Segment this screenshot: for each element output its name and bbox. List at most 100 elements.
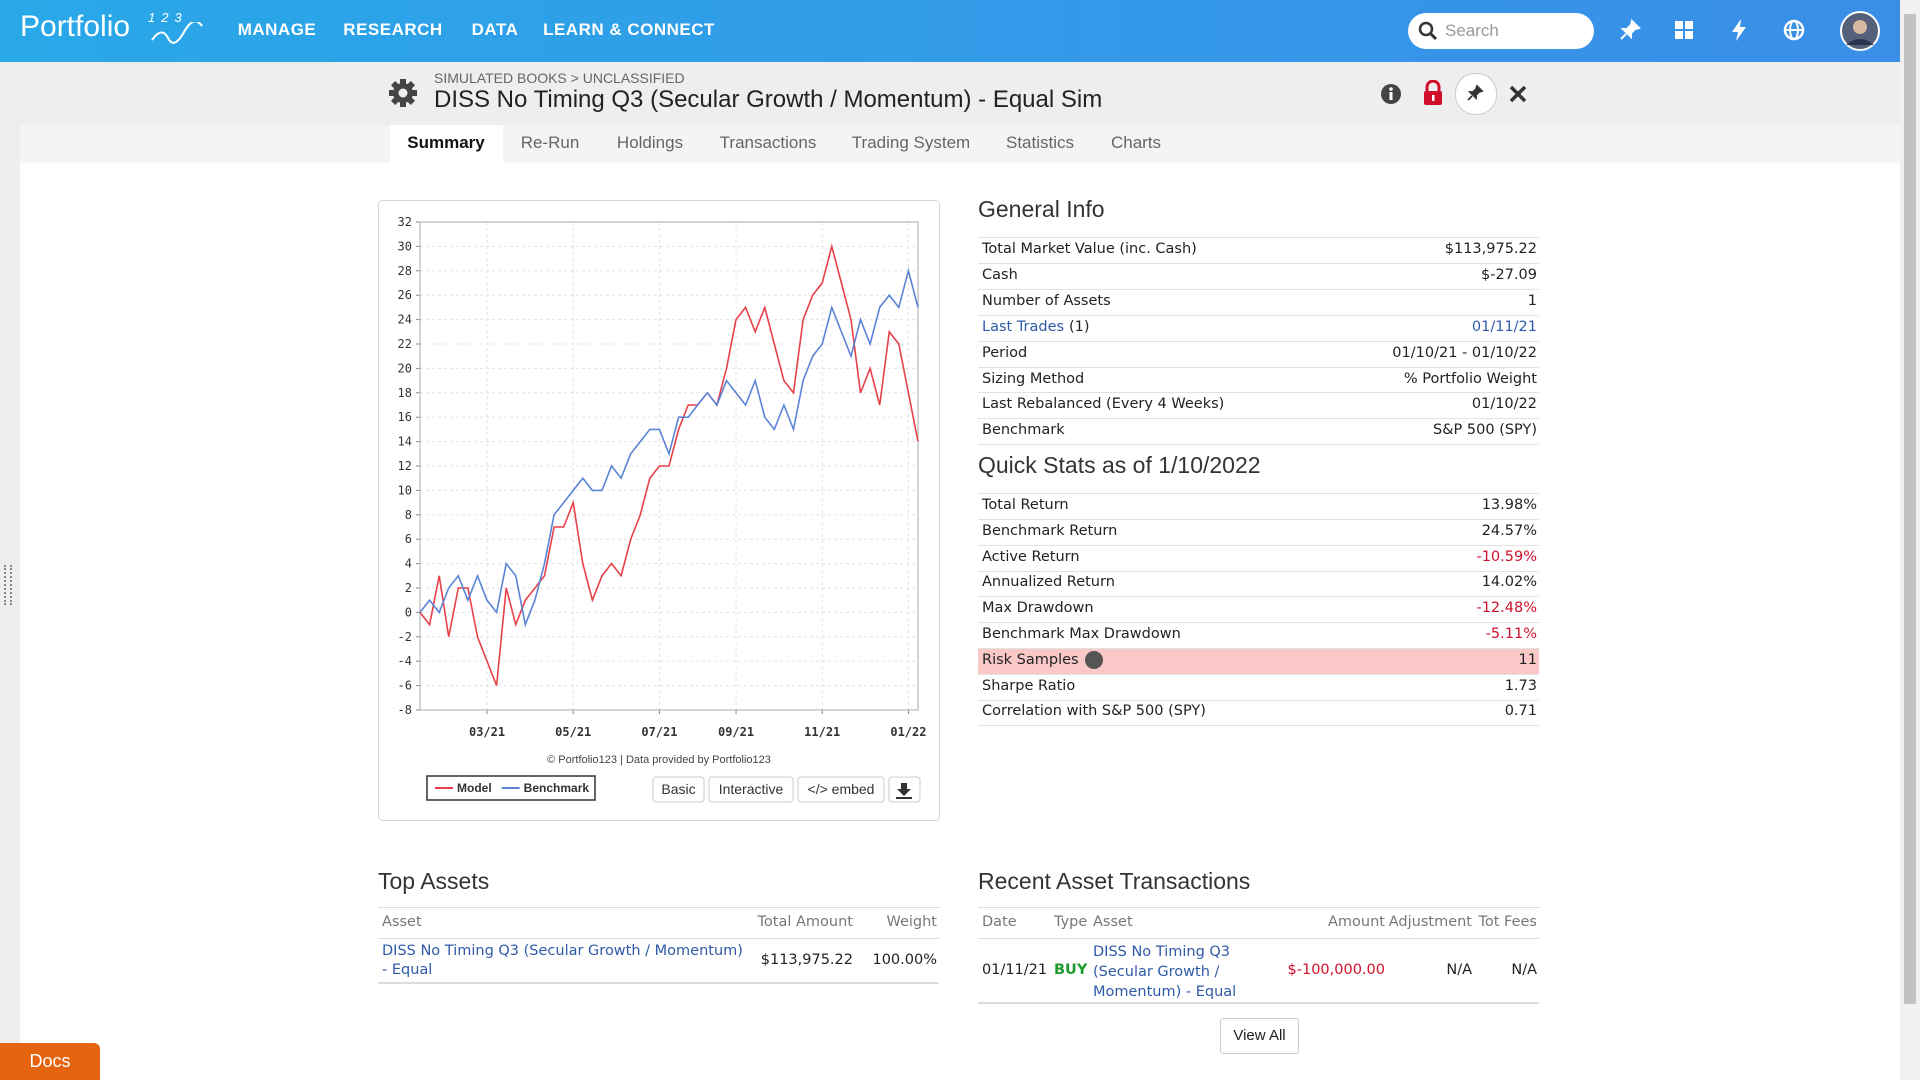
lock-icon[interactable] <box>1422 80 1444 106</box>
y-tick-label: 6 <box>405 532 412 546</box>
tab[interactable]: Charts <box>1110 133 1162 152</box>
chart-button-label[interactable]: Basic <box>661 781 695 797</box>
settings-icon[interactable] <box>388 78 418 108</box>
table-row <box>978 340 1539 367</box>
row-label: Benchmark Max Drawdown <box>982 626 1181 642</box>
close-icon[interactable] <box>1509 85 1527 103</box>
table-row <box>978 392 1539 418</box>
tab[interactable]: Re-Run <box>520 133 580 152</box>
table-row <box>978 237 1539 263</box>
row-value: 1 <box>1527 292 1537 309</box>
table-cell: N/A <box>1511 962 1537 978</box>
y-tick-label: -4 <box>398 654 412 668</box>
table-cell: 100.00% <box>872 952 937 968</box>
table-row <box>978 570 1539 597</box>
tab[interactable]: Summary <box>407 133 485 152</box>
row-label: Benchmark Return <box>982 522 1118 539</box>
chart-button[interactable] <box>797 776 885 803</box>
download-icon <box>896 783 912 799</box>
row-value: 11 <box>1518 651 1537 668</box>
breadcrumb[interactable]: SIMULATED BOOKS > UNCLASSIFIED <box>434 70 685 86</box>
asset-link[interactable]: DISS No Timing Q3 (Secular Growth / Mome… <box>382 943 743 978</box>
table-cell: 01/11/21 <box>982 962 1048 978</box>
y-tick-label: 22 <box>398 337 412 351</box>
table-row <box>978 673 1539 700</box>
table-cell: $113,975.22 <box>760 952 853 968</box>
avatar[interactable] <box>1840 11 1880 51</box>
tab[interactable]: Statistics <box>1005 133 1075 152</box>
chart-button[interactable] <box>652 776 705 803</box>
info-icon[interactable] <box>1085 650 1103 669</box>
row-label[interactable]: Last Trades <box>982 318 1065 335</box>
tab[interactable]: Trading System <box>851 133 971 152</box>
table-rule <box>978 444 1539 446</box>
x-tick-label: 01/22 <box>890 725 926 739</box>
y-tick-label: 8 <box>405 508 412 522</box>
legend-label[interactable]: Model <box>457 781 492 795</box>
row-value: 24.57% <box>1481 522 1537 539</box>
apps-icon[interactable] <box>1674 20 1694 40</box>
table-row <box>978 622 1539 648</box>
table-header: Adjustment <box>1388 914 1472 930</box>
x-tick-label: 05/21 <box>555 725 591 739</box>
side-handle[interactable] <box>4 565 12 605</box>
row-value: 01/10/21 - 01/10/22 <box>1392 344 1537 361</box>
docs-button[interactable]: Docs <box>0 1043 100 1080</box>
nav-item[interactable]: MANAGE <box>237 20 317 39</box>
chart: -8-6-4-20246810121416182022242628303203/… <box>378 200 940 821</box>
table-rule <box>978 725 1539 727</box>
globe-icon[interactable] <box>1783 19 1805 41</box>
chart-button-label[interactable]: Interactive <box>719 781 784 797</box>
legend-label[interactable]: Benchmark <box>524 781 590 795</box>
search-placeholder[interactable]: Search <box>1445 21 1499 40</box>
table-header: Weight <box>886 914 937 930</box>
asset-link[interactable]: DISS No Timing Q3 (Secular Growth / Mome… <box>1093 944 1237 1000</box>
table-rule <box>978 938 1539 939</box>
row-value: S&P 500 (SPY) <box>1433 422 1537 439</box>
pin-button-icon <box>1467 84 1484 101</box>
page-title: DISS No Timing Q3 (Secular Growth / Mome… <box>434 86 1103 113</box>
scrollbar-thumb[interactable] <box>1904 14 1916 1004</box>
search-box[interactable] <box>1408 13 1594 49</box>
row-value[interactable]: 01/11/21 <box>1471 318 1537 335</box>
y-tick-label: 28 <box>398 264 412 278</box>
info-icon[interactable] <box>1380 83 1402 105</box>
pin-button[interactable] <box>1455 73 1497 115</box>
bolt-icon[interactable] <box>1730 18 1748 42</box>
view-all-button[interactable]: View All <box>1220 1018 1299 1054</box>
row-label: Number of Assets <box>982 292 1111 309</box>
table-row <box>978 288 1539 315</box>
pin-icon[interactable] <box>1618 18 1642 42</box>
brand-sup: 123 <box>148 10 188 25</box>
nav-item[interactable]: DATA <box>471 20 519 39</box>
row-value: -10.59% <box>1476 548 1537 565</box>
tab-bar <box>20 125 1900 163</box>
row-label: Correlation with S&P 500 (SPY) <box>982 703 1206 720</box>
chart-button[interactable] <box>708 776 794 803</box>
chart-credit: © Portfolio123 | Data provided by Portfo… <box>547 754 771 766</box>
table-row <box>978 314 1539 341</box>
table-row <box>978 647 1539 674</box>
y-tick-label: 18 <box>398 386 412 400</box>
nav-item[interactable]: RESEARCH <box>343 20 443 39</box>
table-header: Amount <box>1328 914 1385 930</box>
main-panel <box>20 163 1900 1080</box>
plot-border <box>419 221 919 711</box>
y-tick-label: 14 <box>398 435 412 449</box>
active-tab[interactable] <box>390 125 503 163</box>
tab[interactable]: Holdings <box>616 133 684 152</box>
row-label: Active Return <box>982 548 1080 565</box>
table-header: Total Amount <box>757 914 853 930</box>
tab[interactable]: Transactions <box>719 133 817 152</box>
y-tick-label: 26 <box>398 288 412 302</box>
row-label: Total Return <box>982 497 1069 513</box>
row-label: Max Drawdown <box>982 600 1094 617</box>
nav-item[interactable]: LEARN & CONNECT <box>543 20 715 39</box>
row-value: $113,975.22 <box>1444 241 1537 257</box>
brand[interactable]: Portfolio <box>20 10 131 43</box>
table-header: Asset <box>382 914 422 930</box>
table-cell: BUY <box>1054 962 1088 978</box>
chart-button-label[interactable]: </> embed <box>808 781 875 797</box>
row-value: 0.71 <box>1504 703 1537 720</box>
